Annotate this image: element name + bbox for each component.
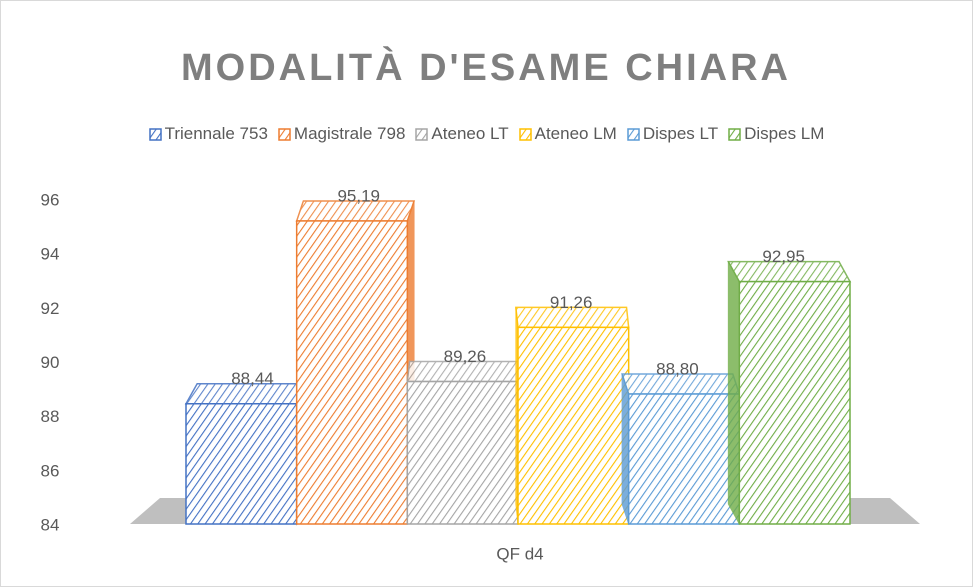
- legend-label: Dispes LM: [744, 124, 825, 143]
- legend-label: Dispes LT: [642, 124, 719, 143]
- legend: Triennale 753 Magistrale 798 Ateneo LT Aten…: [0, 124, 973, 144]
- data-label: 91,26: [550, 293, 593, 312]
- y-tick-label: 84: [41, 515, 60, 534]
- legend-item: Ateneo LM: [518, 124, 617, 144]
- legend-label: Ateneo LM: [534, 124, 617, 143]
- bar: [627, 393, 741, 525]
- x-tick-label: QF d4: [496, 544, 543, 563]
- legend-swatch: [148, 127, 162, 141]
- legend-item: Dispes LM: [728, 124, 824, 144]
- chart-title: MODALITÀ D'ESAME CHIARA: [181, 45, 791, 89]
- legend-swatch: [278, 127, 291, 141]
- legend-swatch: [627, 127, 640, 141]
- legend-swatch: [415, 127, 429, 141]
- y-tick-label: 92: [41, 299, 60, 318]
- data-label: 88,44: [231, 369, 274, 388]
- legend-item: Dispes LT: [627, 124, 718, 144]
- bar: [738, 280, 851, 525]
- bar-side: [727, 261, 740, 525]
- data-label: 89,26: [444, 347, 487, 366]
- y-tick-label: 94: [41, 245, 60, 264]
- y-tick-label: 88: [41, 407, 60, 426]
- y-tick-label: 86: [41, 461, 60, 480]
- legend-label: Ateneo LT: [431, 124, 509, 143]
- data-label: 92,95: [762, 247, 805, 266]
- bar: [406, 380, 519, 525]
- bar: [295, 220, 409, 525]
- y-tick-label: 96: [41, 190, 60, 209]
- legend-label: Triennale 753: [164, 124, 268, 143]
- bar: [185, 403, 298, 525]
- legend-item: Triennale 753: [148, 124, 268, 144]
- legend-item: Magistrale 798: [278, 124, 406, 144]
- bar-side: [621, 373, 630, 525]
- data-label: 88,80: [656, 359, 699, 378]
- legend-swatch: [518, 127, 532, 141]
- legend-swatch: [728, 127, 741, 141]
- bar: [517, 326, 630, 525]
- data-label: 95,19: [337, 186, 380, 205]
- legend-label: Magistrale 798: [293, 124, 406, 143]
- y-tick-label: 90: [41, 353, 60, 372]
- legend-item: Ateneo LT: [415, 124, 509, 144]
